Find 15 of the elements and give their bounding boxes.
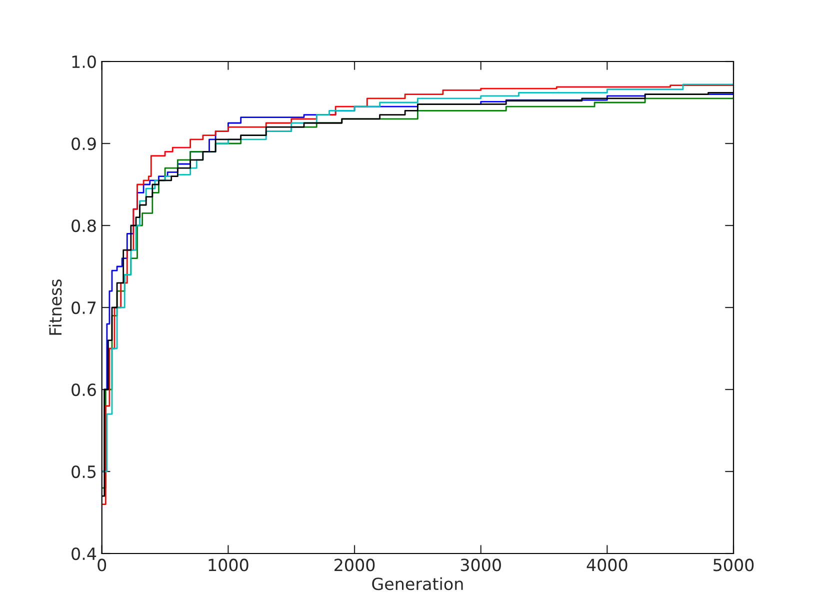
y-tick-label: 0.7 bbox=[72, 301, 96, 314]
x-tick-label: 1000 bbox=[208, 558, 248, 572]
x-tick-label: 3000 bbox=[460, 558, 501, 572]
y-tick-label: 0.5 bbox=[72, 465, 96, 478]
x-tick-label: 5000 bbox=[714, 558, 754, 572]
y-tick-label: 0.6 bbox=[72, 383, 96, 396]
y-tick-label: 0.8 bbox=[72, 219, 96, 232]
y-tick-label: 0.4 bbox=[72, 547, 96, 560]
x-tick-label: 4000 bbox=[586, 558, 628, 572]
x-axis-title: Generation bbox=[372, 577, 463, 590]
x-tick-label: 0 bbox=[98, 558, 106, 572]
x-tick-label: 2000 bbox=[334, 558, 375, 572]
y-axis-title: Fitness bbox=[48, 279, 62, 335]
y-tick-label: 0.9 bbox=[72, 137, 96, 150]
y-tick-label: 1.0 bbox=[72, 55, 96, 68]
